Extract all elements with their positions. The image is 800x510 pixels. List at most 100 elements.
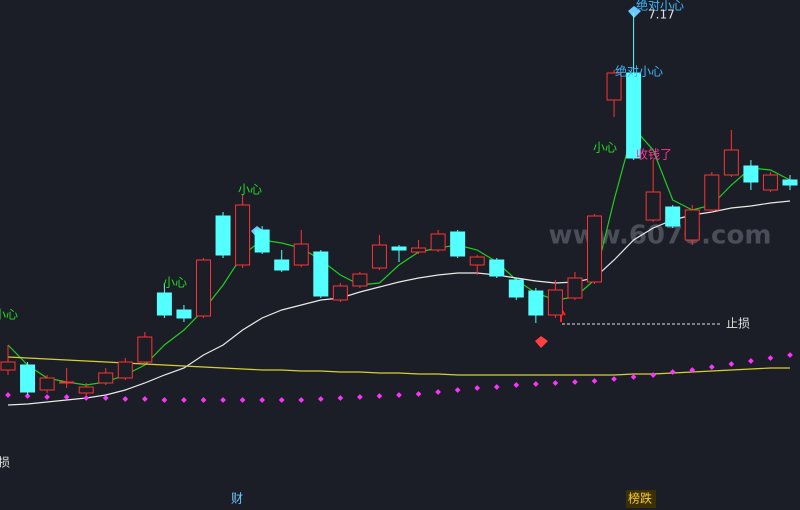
dot xyxy=(317,396,324,402)
diamond-icon xyxy=(628,6,641,18)
annotation: 小心 xyxy=(593,141,617,155)
dot xyxy=(376,393,383,399)
candle-body xyxy=(274,259,290,271)
candle-body xyxy=(528,290,544,316)
annotation: 小心 xyxy=(0,308,18,322)
candle-body xyxy=(39,377,55,391)
candle-body xyxy=(371,244,387,269)
candle-body xyxy=(332,285,348,301)
candle-body xyxy=(391,246,407,251)
candle-body xyxy=(626,72,642,159)
dot xyxy=(689,367,696,373)
annotation: 榜跌 xyxy=(628,491,652,506)
dot xyxy=(239,397,246,403)
annotation: 小心 xyxy=(238,183,262,197)
candle-body xyxy=(196,259,211,317)
dot xyxy=(454,387,461,393)
dot xyxy=(24,393,31,399)
high-label: 7.17 xyxy=(648,8,675,22)
candle-body xyxy=(645,191,661,221)
dot xyxy=(787,352,793,358)
line xyxy=(7,126,791,386)
dot xyxy=(552,380,559,386)
dot xyxy=(415,391,422,397)
candle-body xyxy=(547,289,563,316)
dot xyxy=(435,389,441,395)
candle-body xyxy=(215,215,231,256)
dot xyxy=(83,395,90,401)
dot xyxy=(493,384,500,390)
candle-body xyxy=(587,215,602,283)
candle-body xyxy=(469,256,485,266)
dot xyxy=(337,395,344,401)
candle-body xyxy=(313,251,329,297)
candle-body xyxy=(762,174,778,191)
candle-body xyxy=(508,279,524,298)
dot xyxy=(708,364,715,370)
dot xyxy=(513,382,520,388)
annotation: 绝对小心 xyxy=(636,0,684,13)
diamond-icon xyxy=(535,336,548,348)
candle-body xyxy=(352,273,368,287)
candle-body xyxy=(59,381,75,384)
candle-body xyxy=(606,72,622,101)
dot xyxy=(220,397,226,403)
annotation: 收钱了 xyxy=(636,147,672,162)
candle-body xyxy=(254,229,270,253)
candle-body xyxy=(176,309,192,319)
dot xyxy=(767,355,774,361)
overlays xyxy=(5,126,793,406)
candle-body xyxy=(137,336,153,363)
dot xyxy=(396,392,402,398)
dot xyxy=(748,358,754,364)
candle-body xyxy=(430,233,446,251)
line xyxy=(7,200,791,406)
candle-body xyxy=(117,361,133,379)
dot xyxy=(357,394,363,400)
candle-body xyxy=(78,386,94,394)
candle-body xyxy=(684,209,700,241)
dot xyxy=(650,372,656,378)
candle-body xyxy=(567,277,583,299)
candle-body xyxy=(98,372,114,384)
dot xyxy=(200,397,207,403)
candle-body xyxy=(489,259,505,277)
marks xyxy=(0,12,798,406)
dot xyxy=(611,376,617,382)
candle-body xyxy=(235,204,251,266)
dot xyxy=(102,395,109,401)
candle-body xyxy=(450,231,466,257)
dot xyxy=(533,381,539,387)
dot xyxy=(298,397,305,403)
candle-body xyxy=(20,364,36,393)
label-box xyxy=(626,490,656,508)
dot xyxy=(591,378,598,384)
dot xyxy=(161,397,168,403)
annotation: 绝对小心 xyxy=(615,64,663,79)
dot xyxy=(728,361,735,367)
candle-body xyxy=(156,292,172,316)
annotation: 小心 xyxy=(163,276,187,290)
dot xyxy=(669,369,676,375)
dot xyxy=(278,397,285,403)
candle-body xyxy=(411,247,427,253)
dot xyxy=(474,385,481,391)
line xyxy=(7,356,790,376)
candle-body xyxy=(293,243,309,266)
candle-body xyxy=(704,174,720,211)
dot xyxy=(259,397,265,403)
annotation: 财 xyxy=(231,492,243,506)
dot xyxy=(63,394,70,400)
annotation: 止损 xyxy=(726,317,750,331)
dot xyxy=(122,396,129,402)
dot xyxy=(181,397,187,403)
candle-body xyxy=(0,361,16,371)
dot xyxy=(142,396,148,402)
annotation: 损 xyxy=(0,456,10,470)
candle-body xyxy=(665,206,681,227)
candle-body xyxy=(743,165,759,183)
candle-body xyxy=(782,179,798,186)
